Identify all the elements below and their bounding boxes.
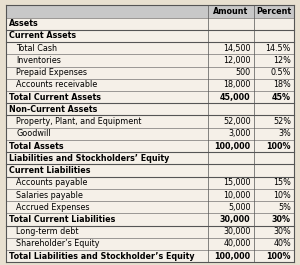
Text: 0.5%: 0.5%: [271, 68, 291, 77]
Bar: [6, 213, 294, 226]
Text: 30%: 30%: [273, 227, 291, 236]
Text: 30,000: 30,000: [223, 227, 250, 236]
Text: 18%: 18%: [273, 80, 291, 89]
Text: 100,000: 100,000: [214, 142, 250, 151]
Text: Non-Current Assets: Non-Current Assets: [9, 105, 98, 114]
Bar: [6, 67, 294, 79]
Text: 40,000: 40,000: [223, 240, 250, 249]
Bar: [6, 226, 294, 238]
Text: Long-term debt: Long-term debt: [16, 227, 79, 236]
Text: 14,500: 14,500: [223, 44, 250, 53]
Text: Total Current Assets: Total Current Assets: [9, 92, 101, 101]
Text: 10%: 10%: [273, 191, 291, 200]
Text: 500: 500: [236, 68, 250, 77]
Text: Prepaid Expenses: Prepaid Expenses: [16, 68, 88, 77]
Bar: [6, 177, 294, 189]
Text: 10,000: 10,000: [223, 191, 250, 200]
Text: Property, Plant, and Equipment: Property, Plant, and Equipment: [16, 117, 142, 126]
Text: 100%: 100%: [266, 142, 291, 151]
Text: Salaries payable: Salaries payable: [16, 191, 83, 200]
Text: Shareholder’s Equity: Shareholder’s Equity: [16, 240, 100, 249]
Text: 15,000: 15,000: [223, 178, 250, 187]
Text: Total Assets: Total Assets: [9, 142, 64, 151]
Text: Total Liabilities and Stockholder’s Equity: Total Liabilities and Stockholder’s Equi…: [9, 252, 195, 261]
Bar: [6, 5, 294, 17]
Text: 40%: 40%: [273, 240, 291, 249]
Text: 12,000: 12,000: [223, 56, 250, 65]
Text: Current Assets: Current Assets: [9, 31, 76, 40]
Bar: [6, 91, 294, 103]
Bar: [6, 238, 294, 250]
Text: Accrued Expenses: Accrued Expenses: [16, 203, 90, 212]
Text: 30%: 30%: [272, 215, 291, 224]
Bar: [6, 116, 294, 128]
Bar: [6, 42, 294, 54]
Text: Current Liabilities: Current Liabilities: [9, 166, 91, 175]
Text: 52,000: 52,000: [223, 117, 250, 126]
Text: 15%: 15%: [273, 178, 291, 187]
Text: Liabilities and Stockholders’ Equity: Liabilities and Stockholders’ Equity: [9, 154, 169, 163]
Text: 5%: 5%: [278, 203, 291, 212]
Bar: [6, 30, 294, 42]
Text: Assets: Assets: [9, 19, 39, 28]
Bar: [6, 17, 294, 30]
Bar: [6, 164, 294, 177]
Bar: [6, 128, 294, 140]
Bar: [6, 201, 294, 213]
Bar: [6, 54, 294, 67]
Bar: [6, 79, 294, 91]
Text: Accounts receivable: Accounts receivable: [16, 80, 98, 89]
Text: Total Current Liabilities: Total Current Liabilities: [9, 215, 116, 224]
Text: 30,000: 30,000: [220, 215, 250, 224]
Text: 3,000: 3,000: [228, 129, 250, 138]
Text: 5,000: 5,000: [228, 203, 250, 212]
Bar: [6, 140, 294, 152]
Text: Inventories: Inventories: [16, 56, 62, 65]
Text: 14.5%: 14.5%: [266, 44, 291, 53]
Text: 45,000: 45,000: [220, 92, 250, 101]
Text: Total Cash: Total Cash: [16, 44, 58, 53]
Bar: [6, 103, 294, 116]
Text: 52%: 52%: [273, 117, 291, 126]
Text: Amount: Amount: [213, 7, 249, 16]
Text: 100%: 100%: [266, 252, 291, 261]
Text: 3%: 3%: [278, 129, 291, 138]
Bar: [6, 189, 294, 201]
Bar: [6, 152, 294, 164]
Text: 18,000: 18,000: [223, 80, 250, 89]
Text: 45%: 45%: [272, 92, 291, 101]
Bar: [6, 250, 294, 262]
Text: Goodwill: Goodwill: [16, 129, 51, 138]
Text: Percent: Percent: [256, 7, 291, 16]
Text: Accounts payable: Accounts payable: [16, 178, 88, 187]
Text: 100,000: 100,000: [214, 252, 250, 261]
Text: 12%: 12%: [273, 56, 291, 65]
